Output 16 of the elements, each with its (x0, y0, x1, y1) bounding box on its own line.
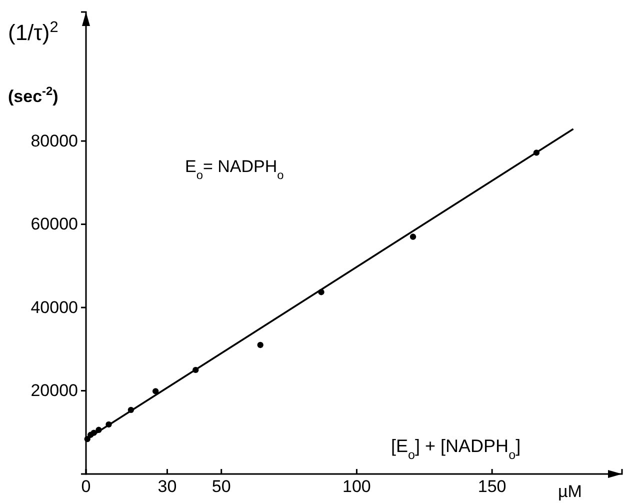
x-axis-title: [E$_{o}$] + [NADPH$_{o}$] (391, 436, 521, 462)
annotation: E$_{o}$= NADPH$_{o}$ (185, 157, 284, 182)
y-tick-label: 60000 (30, 214, 78, 234)
text: (1/τ)$^{2}$ (sec$^{-2}$) (8, 18, 58, 106)
point (257, 342, 264, 348)
y-tick-label: 40000 (30, 298, 78, 317)
x-tick-label: 100 (342, 477, 371, 496)
point (410, 234, 416, 240)
text: µM (558, 482, 582, 501)
x-tick-label: 150 (478, 477, 506, 496)
x-tick-label: 50 (212, 477, 231, 496)
x-tick-label: 0 (81, 477, 91, 496)
y-tick-label: 80000 (30, 131, 78, 150)
x-tick-label: 30 (158, 477, 177, 496)
y-tick-label: 20000 (30, 381, 78, 400)
point (152, 388, 159, 394)
